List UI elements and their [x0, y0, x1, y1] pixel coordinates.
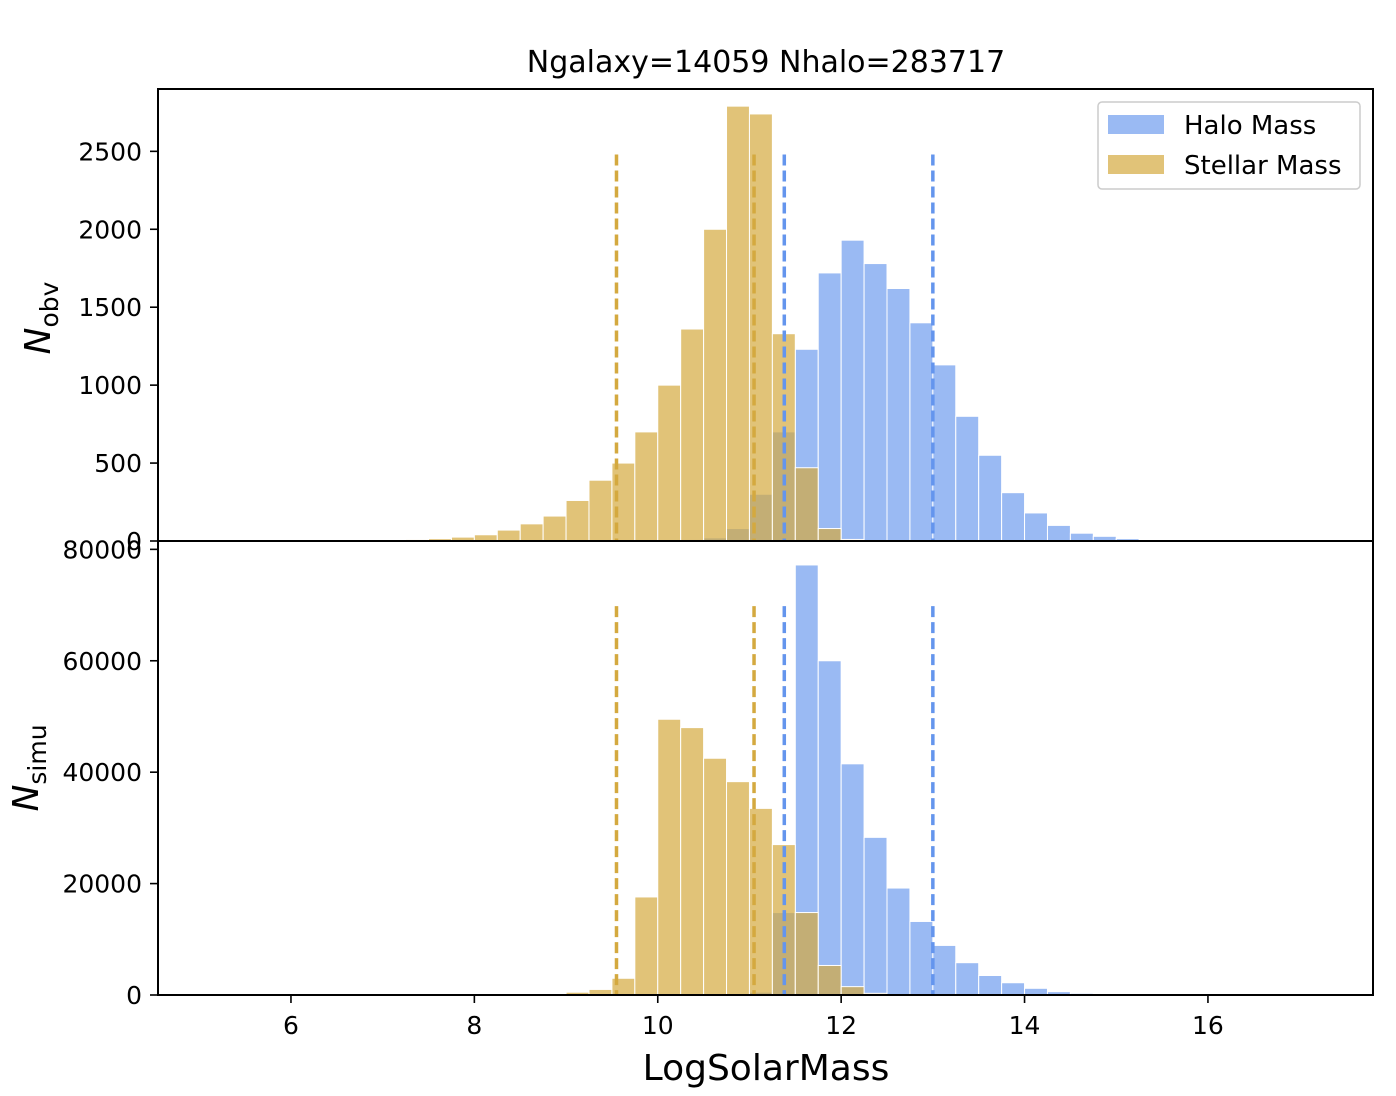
bar-halo-simulated: [1024, 987, 1048, 996]
y-tick-label-observed: 500: [94, 449, 142, 478]
bar-halo-simulated: [978, 975, 1003, 996]
y-axis-label-simulated: Nsimu: [6, 724, 52, 811]
legend-label-halo: Halo Mass: [1184, 111, 1316, 141]
bar-halo-simulated: [909, 920, 934, 996]
bar-halo-observed: [978, 454, 1003, 542]
y-tick-label-simulated: 60000: [62, 647, 142, 676]
x-tick-label: 6: [283, 1011, 299, 1040]
bar-stellar-observed: [519, 523, 544, 542]
bar-halo-simulated: [955, 962, 980, 996]
bar-halo-simulated: [840, 763, 865, 996]
bar-stellar-simulated: [634, 896, 659, 996]
bar-stellar-simulated: [794, 912, 819, 996]
bar-halo-simulated: [886, 887, 911, 996]
svg-text:Nobv: Nobv: [18, 281, 64, 354]
x-axis-label: LogSolarMass: [643, 1048, 890, 1089]
bar-stellar-observed: [634, 431, 659, 542]
bar-halo-observed: [863, 263, 888, 542]
y-tick-label-observed: 2000: [78, 215, 142, 244]
bar-halo-observed: [955, 415, 980, 542]
panel-simulated: 0 20000 40000 60000 80000: [62, 535, 1374, 1010]
bar-stellar-simulated: [726, 781, 750, 996]
bar-halo-observed: [909, 322, 934, 542]
series-stellar-simulated: [382, 718, 888, 996]
y-tick-label-observed: 1500: [78, 293, 142, 322]
y-label-sub-simulated: simu: [23, 724, 52, 784]
x-tick-label: 12: [825, 1011, 857, 1040]
legend-swatch-halo: [1108, 115, 1164, 134]
bar-stellar-simulated: [817, 964, 842, 996]
bar-halo-observed: [1069, 532, 1094, 542]
bar-halo-observed: [932, 364, 957, 542]
bar-stellar-observed: [565, 499, 590, 542]
bar-stellar-simulated: [680, 727, 705, 996]
y-label-sub-observed: obv: [35, 281, 64, 327]
bar-halo-simulated: [1001, 982, 1026, 996]
bar-stellar-observed: [726, 105, 750, 542]
bar-stellar-observed: [496, 529, 521, 542]
bar-stellar-observed: [817, 528, 842, 542]
y-axis-label-observed: Nobv: [18, 281, 64, 354]
bar-stellar-observed: [542, 515, 567, 542]
y-tick-label-simulated: 0: [126, 981, 142, 1010]
series-stellar-observed: [313, 105, 865, 542]
svg-text:Nsimu: Nsimu: [6, 724, 52, 811]
bar-halo-observed: [1024, 512, 1048, 542]
legend-label-stellar: Stellar Mass: [1184, 151, 1342, 181]
legend-swatch-stellar: [1108, 155, 1164, 174]
y-label-main-observed: N: [18, 328, 59, 355]
bar-stellar-observed: [588, 479, 613, 542]
bar-stellar-simulated: [840, 986, 865, 996]
y-tick-label-simulated: 80000: [62, 535, 142, 564]
bar-stellar-observed: [794, 467, 819, 542]
bar-stellar-simulated: [657, 718, 682, 996]
x-tick-label: 16: [1192, 1011, 1224, 1040]
legend: Halo Mass Stellar Mass: [1097, 101, 1361, 190]
y-tick-label-observed: 1000: [78, 371, 142, 400]
bar-stellar-simulated: [703, 757, 728, 996]
plot-frame-simulated: [157, 540, 1374, 996]
bar-stellar-observed: [657, 384, 682, 542]
bar-halo-observed: [886, 288, 911, 542]
bar-halo-observed: [1001, 492, 1026, 542]
y-tick-label-simulated: 40000: [62, 758, 142, 787]
bar-halo-simulated: [932, 944, 957, 996]
y-tick-label-observed: 0: [126, 527, 142, 556]
y-tick-label-observed: 2500: [78, 137, 142, 166]
bar-halo-observed: [1046, 524, 1071, 542]
bar-halo-simulated: [863, 836, 888, 996]
bar-stellar-observed: [680, 328, 705, 542]
bar-stellar-observed: [703, 228, 728, 542]
bar-halo-observed: [840, 239, 865, 542]
x-tick-label: 8: [466, 1011, 482, 1040]
chart-title: Ngalaxy=14059 Nhalo=283717: [527, 45, 1005, 80]
y-tick-label-simulated: 20000: [62, 870, 142, 899]
x-tick-label: 14: [1009, 1011, 1041, 1040]
y-label-main-simulated: N: [6, 785, 47, 812]
bar-halo-observed: [817, 272, 842, 542]
x-axis: 6 8 10 12 14 16: [283, 995, 1224, 1040]
x-tick-label: 10: [642, 1011, 674, 1040]
bar-halo-simulated: [817, 660, 842, 996]
